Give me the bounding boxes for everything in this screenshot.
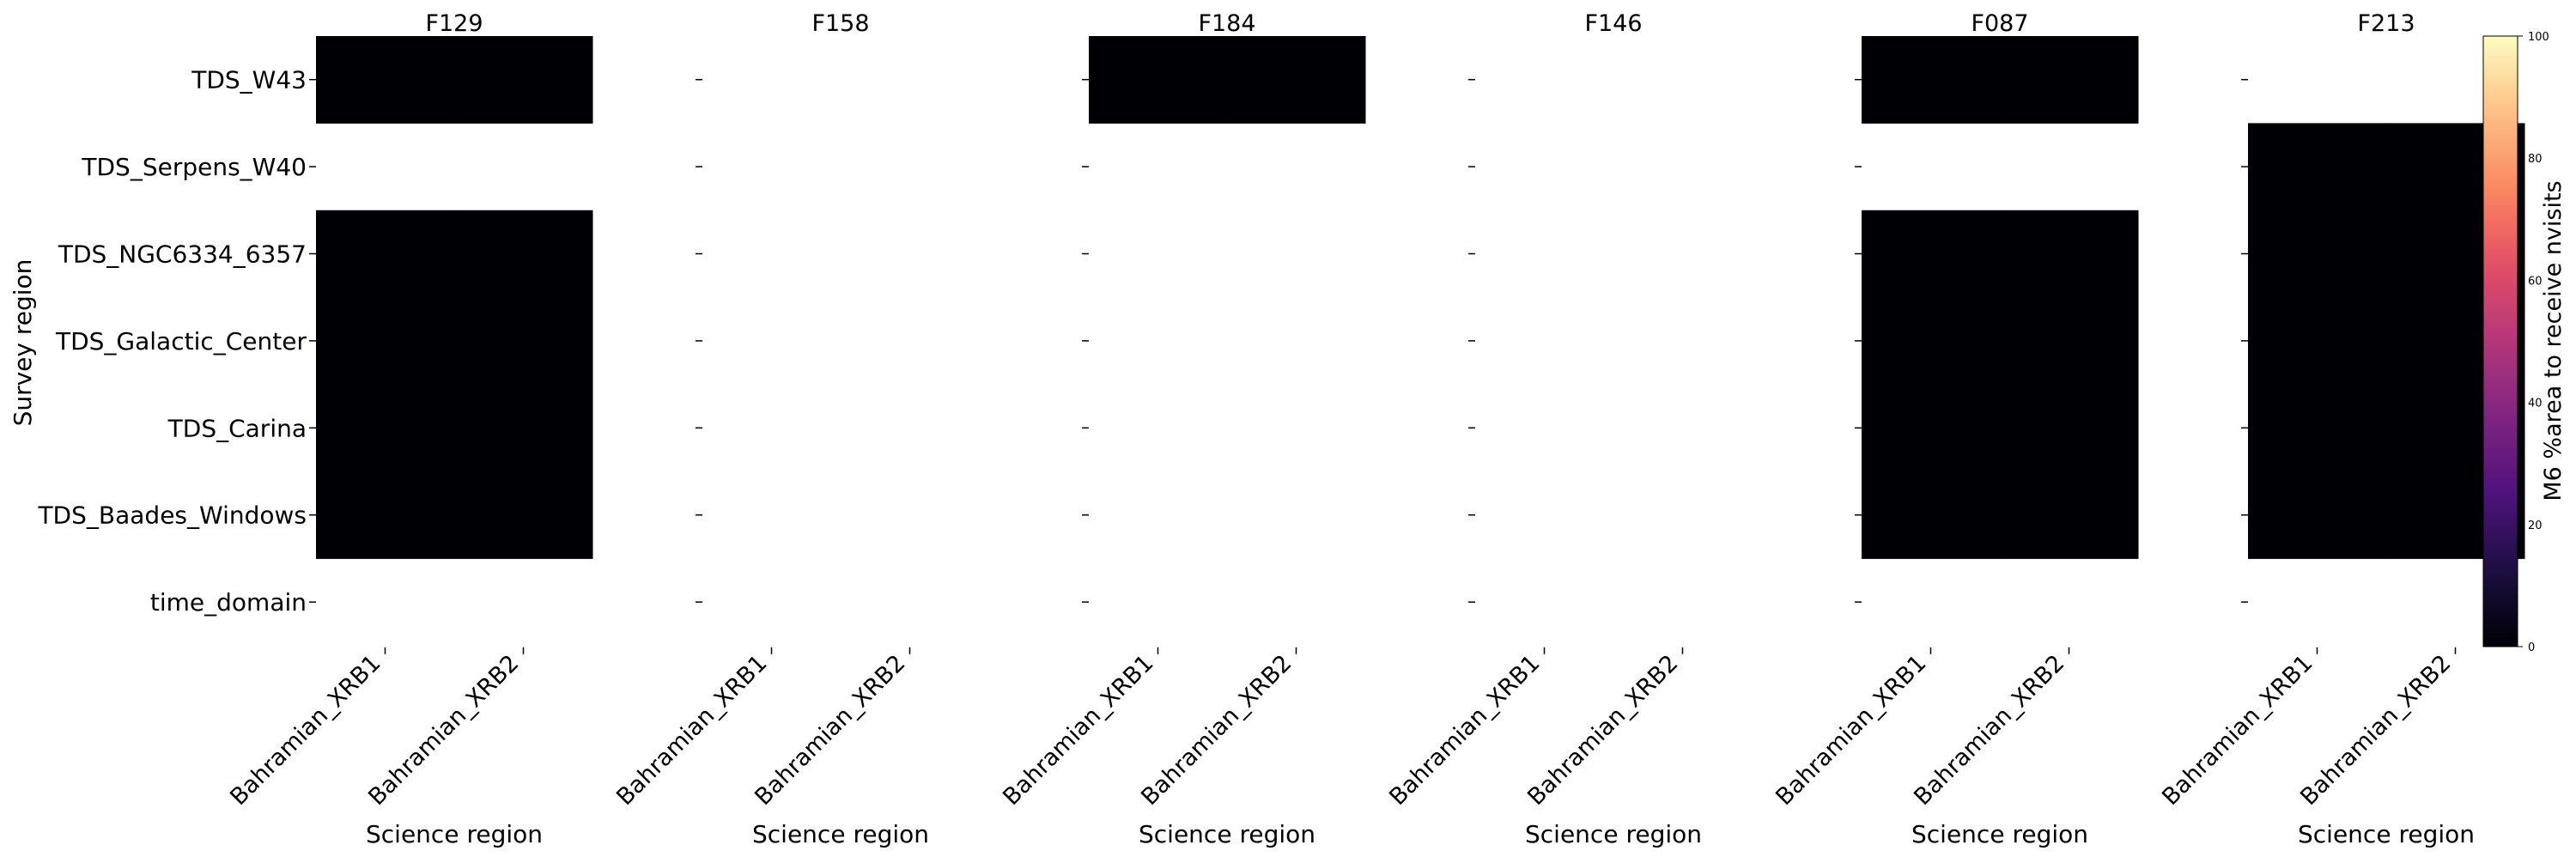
panel-title-F213: F213 [2357,10,2415,37]
colorbar-tick-label-3: 60 [2528,275,2543,288]
heatmap-cell-F087-r2-c0 [1862,210,2001,298]
y-tick-label-1: TDS_Serpens_W40 [81,153,307,181]
y-axis-label: Survey region [9,259,37,427]
panel-title-F146: F146 [1584,10,1642,37]
x-axis-label-F087: Science region [1911,820,2088,848]
heatmap-cell-F087-r0-c1 [2000,36,2139,124]
x-tick-label-F087-0: Bahramian_XRB1 [1771,650,1931,811]
heatmap-cell-F129-r4-c0 [316,384,455,472]
y-tick-label-0: TDS_W43 [191,66,307,94]
x-tick-label-F129-0: Bahramian_XRB1 [225,650,386,811]
panel-title-F087: F087 [1971,10,2028,37]
heatmap-cell-F129-r5-c1 [454,471,593,559]
x-tick-label-F129-1: Bahramian_XRB2 [363,650,524,811]
x-axis-label-F184: Science region [1139,820,1315,848]
heatmap-cell-F213-r4-c0 [2248,384,2387,472]
colorbar-tick-label-5: 100 [2528,31,2549,44]
heatmap-cell-F087-r5-c1 [2000,471,2139,559]
heatmap-cell-F213-r5-c0 [2248,471,2387,559]
x-tick-label-F184-1: Bahramian_XRB2 [1136,650,1297,811]
y-tick-label-6: time_domain [150,588,307,617]
y-tick-label-2: TDS_NGC6334_6357 [58,240,307,269]
heatmap-cell-F184-r0-c1 [1227,36,1366,124]
panel-title-F129: F129 [425,10,483,37]
y-tick-label-5: TDS_Baades_Windows [37,501,307,530]
heatmap-cell-F129-r2-c0 [316,210,455,298]
x-axis-label-F158: Science region [752,820,929,848]
heatmap-cell-F184-r0-c0 [1089,36,1228,124]
heatmap-cell-F087-r4-c0 [1862,384,2001,472]
heatmap-cell-F129-r3-c0 [316,297,455,386]
heatmap-cell-F129-r5-c0 [316,471,455,559]
heatmap-cell-F213-r1-c0 [2248,123,2387,211]
heatmap-cell-F129-r3-c1 [454,297,593,386]
colorbar [2482,35,2518,647]
heatmap-cell-F087-r0-c0 [1862,36,2001,124]
panel-title-F158: F158 [811,10,869,37]
heatmap-cell-F087-r3-c0 [1862,297,2001,386]
x-tick-label-F213-1: Bahramian_XRB2 [2295,650,2456,811]
x-axis-label-F213: Science region [2298,820,2475,848]
colorbar-tick-label-4: 80 [2528,153,2543,166]
x-tick-label-F087-1: Bahramian_XRB2 [1909,650,2069,811]
x-tick-label-F158-1: Bahramian_XRB2 [750,650,910,811]
colorbar-tick-label-2: 40 [2528,398,2543,410]
heatmap-cell-F129-r4-c1 [454,384,593,472]
x-tick-label-F184-0: Bahramian_XRB1 [998,650,1158,811]
heatmap-cell-F129-r0-c0 [316,36,455,124]
x-tick-label-F213-0: Bahramian_XRB1 [2157,650,2318,811]
heatmap-cell-F087-r3-c1 [2000,297,2139,386]
heatmap-cell-F213-r3-c0 [2248,297,2387,386]
x-axis-label-F129: Science region [366,820,543,848]
y-tick-label-3: TDS_Galactic_Center [55,327,307,356]
x-axis-label-F146: Science region [1525,820,1702,848]
heatmap-cell-F087-r2-c1 [2000,210,2139,298]
x-tick-label-F146-0: Bahramian_XRB1 [1384,650,1545,811]
heatmap-cell-F129-r0-c1 [454,36,593,124]
colorbar-tick-label-0: 0 [2528,641,2535,654]
panel-title-F184: F184 [1198,10,1255,37]
colorbar-label: M6 %area to receive nvisits [2540,180,2567,501]
heatmap-cell-F213-r2-c0 [2248,210,2387,298]
heatmap-cell-F129-r2-c1 [454,210,593,298]
heatmap-cell-F087-r5-c0 [1862,471,2001,559]
x-tick-label-F146-1: Bahramian_XRB2 [1522,650,1683,811]
y-tick-label-4: TDS_Carina [167,414,307,442]
colorbar-tick-label-1: 20 [2528,520,2543,532]
heatmap-cell-F087-r4-c1 [2000,384,2139,472]
x-tick-label-F158-0: Bahramian_XRB1 [611,650,772,811]
